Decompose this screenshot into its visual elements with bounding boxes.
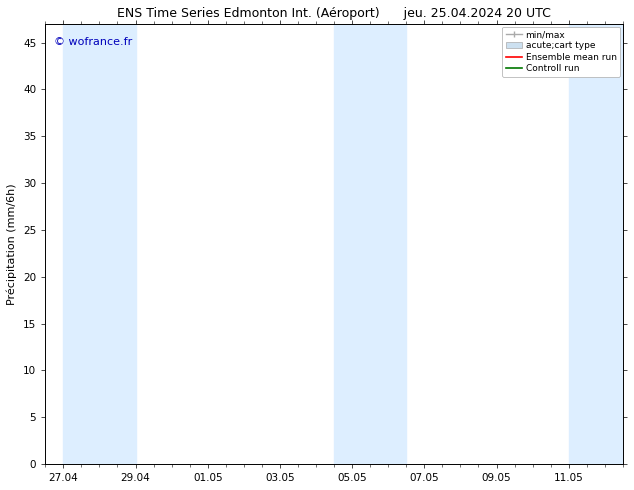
Bar (63, 24, 136, 464)
Legend: min/max, acute;cart type, Ensemble mean run, Controll run: min/max, acute;cart type, Ensemble mean … (502, 26, 620, 76)
Title: ENS Time Series Edmonton Int. (Aéroport)      jeu. 25.04.2024 20 UTC: ENS Time Series Edmonton Int. (Aéroport)… (117, 7, 551, 20)
Text: © wofrance.fr: © wofrance.fr (54, 37, 133, 47)
Bar (569, 24, 623, 464)
Y-axis label: Précipitation (mm/6h): Précipitation (mm/6h) (7, 183, 18, 305)
Bar (334, 24, 406, 464)
